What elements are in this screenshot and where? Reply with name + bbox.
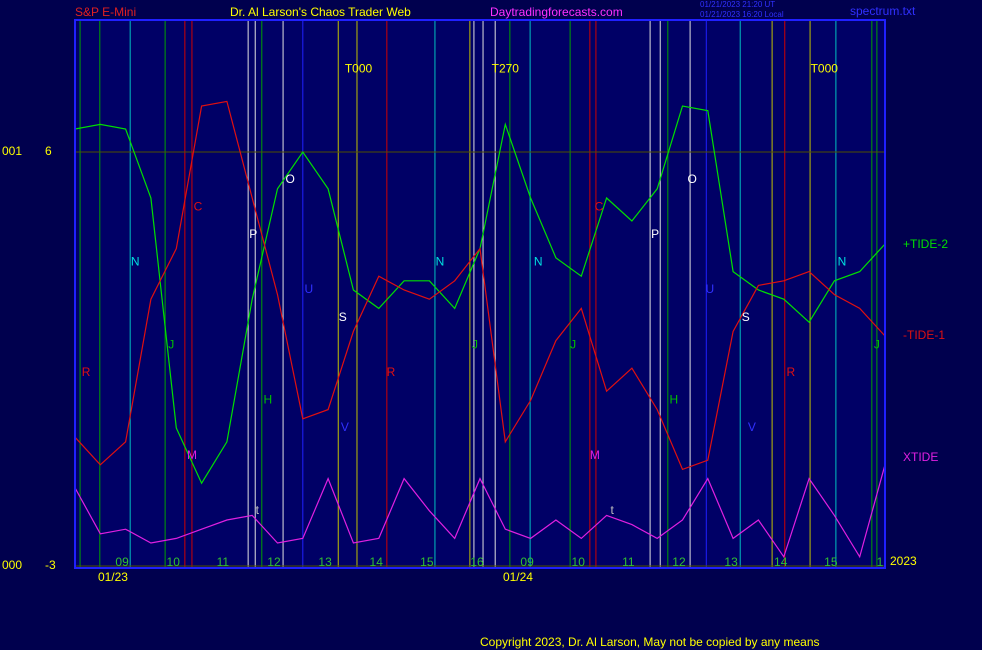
x-tick-label: 13 [318,555,332,569]
x-tick-label: 11 [622,555,635,569]
series-line [74,464,886,559]
header-stamp: 01/21/2023 16:20 Local [700,10,784,19]
annotation: C [194,199,203,213]
annotation: T000 [345,61,373,75]
annotation: T000 [811,61,839,75]
annotation: R [82,365,91,379]
annotation: O [285,172,294,186]
annotation: R [787,365,796,379]
header-site: Daytradingforecasts.com [490,5,623,19]
header-left: S&P E-Mini [75,5,136,19]
x-tick-label: 10 [167,555,181,569]
annotation: J [472,337,478,351]
annotation: J [570,337,576,351]
date-label: 01/23 [98,570,128,584]
legend-entry: -TIDE-1 [903,328,945,342]
x-tick-label: 11 [217,555,230,569]
annotation: N [436,255,445,269]
annotation: U [706,282,715,296]
annotation: t [256,503,260,517]
annotation: O [687,172,696,186]
header-center: Dr. Al Larson's Chaos Trader Web [230,5,411,19]
x-tick-label: 10 [572,555,586,569]
annotation: U [305,282,314,296]
legend-entry: XTIDE [903,450,938,464]
annotation: R [387,365,396,379]
annotation: C [595,199,604,213]
annotation: V [748,420,756,434]
annotation: S [742,310,750,324]
annotation: t [610,503,614,517]
x-tick-label: 15 [824,555,838,569]
annotation: S [339,310,347,324]
annotation: J [168,337,174,351]
series-line [74,100,886,471]
x-tick-label: 1 [877,555,884,569]
x-tick-label: 14 [370,555,384,569]
annotation: N [131,255,140,269]
plot-area [75,20,885,568]
x-tick-label: 15 [420,555,434,569]
annotation: H [264,393,273,407]
x-tick-label: 14 [774,555,788,569]
x-tick-label: 12 [672,555,686,569]
header-stamp: 01/21/2023 21:20 UT [700,0,775,9]
y-tick-label: -3 [45,558,56,572]
x-tick-label: 13 [724,555,738,569]
annotation: P [249,227,257,241]
y-left-label: 001 [2,144,22,158]
annotation: M [590,448,600,462]
annotation: M [187,448,197,462]
footer: Copyright 2023, Dr. Al Larson, May not b… [480,635,820,649]
date-label: 01/24 [503,570,533,584]
header-file: spectrum.txt [850,4,916,18]
annotation: V [341,420,349,434]
annotation: J [874,337,880,351]
annotation: T270 [492,61,520,75]
annotation: P [651,227,659,241]
y-left-label: 000 [2,558,22,572]
year-label: 2023 [890,554,917,568]
x-tick-label: 12 [267,555,281,569]
x-tick-label: 16 [470,555,484,569]
legend-entry: +TIDE-2 [903,237,948,251]
y-tick-label: 6 [45,144,52,158]
x-tick-label: 09 [115,555,129,569]
plot-border [74,19,886,569]
annotation: H [670,393,679,407]
annotation: N [534,255,543,269]
annotation: N [838,255,847,269]
x-tick-label: 09 [520,555,534,569]
